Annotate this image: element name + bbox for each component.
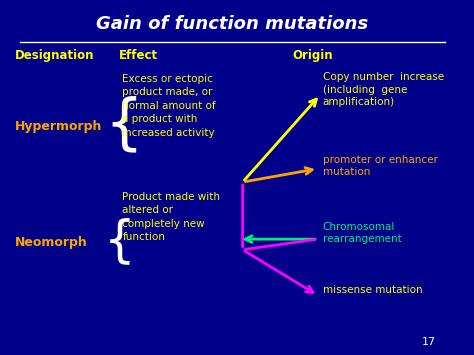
Text: Origin: Origin	[292, 49, 333, 62]
Text: Copy number  increase
(including  gene
amplification): Copy number increase (including gene amp…	[323, 72, 444, 108]
Text: {: {	[104, 218, 136, 266]
Text: missense mutation: missense mutation	[323, 285, 422, 295]
Text: Neomorph: Neomorph	[15, 236, 88, 249]
Text: 17: 17	[422, 337, 436, 346]
Text: promoter or enhancer
mutation: promoter or enhancer mutation	[323, 155, 438, 178]
Text: Gain of function mutations: Gain of function mutations	[96, 16, 369, 33]
Text: Effect: Effect	[119, 49, 158, 62]
Text: Excess or ectopic
product made, or
normal amount of
a product with
increased act: Excess or ectopic product made, or norma…	[122, 73, 216, 138]
Text: Chromosomal
rearrangement: Chromosomal rearrangement	[323, 222, 401, 244]
Text: Hypermorph: Hypermorph	[15, 120, 103, 133]
Text: Product made with
altered or
completely new
function: Product made with altered or completely …	[122, 192, 220, 242]
Text: {: {	[104, 96, 143, 155]
Text: Designation: Designation	[15, 49, 95, 62]
